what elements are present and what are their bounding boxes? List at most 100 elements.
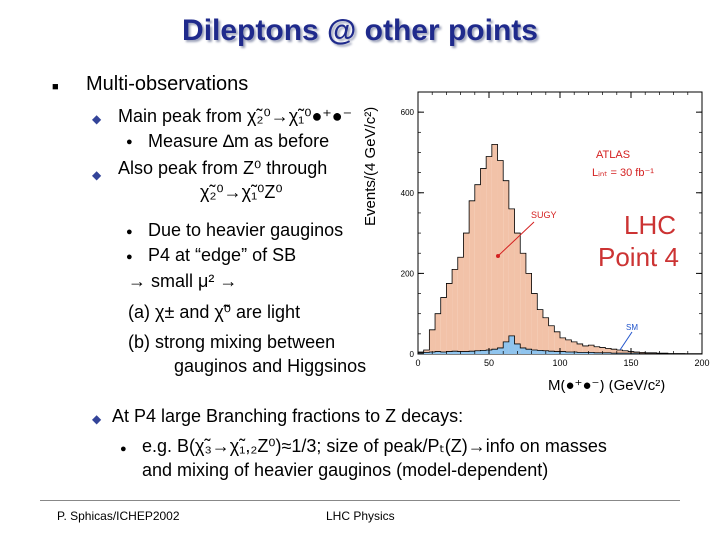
sm-bar	[423, 352, 430, 354]
sm-bar	[440, 351, 447, 354]
sugy-bar	[514, 233, 521, 354]
sm-bar	[480, 350, 487, 354]
sm-bar	[554, 351, 560, 354]
sm-bar	[463, 351, 470, 354]
bullet-main: Multi-observations	[86, 73, 249, 95]
dot-bullet-icon: ●	[126, 251, 133, 263]
sugy-bar	[446, 283, 453, 354]
sm-bar	[508, 335, 515, 354]
dot-bullet-icon: ●	[126, 226, 133, 238]
sugy-bar	[571, 341, 578, 354]
sm-bar	[565, 351, 572, 354]
sugy-bar	[452, 269, 458, 354]
sm-bar	[531, 349, 538, 354]
dot-bullet-icon: ●	[126, 136, 133, 148]
sugy-series	[418, 144, 685, 354]
sugy-bar	[435, 313, 441, 354]
sm-bar	[611, 353, 617, 354]
sugy-bar	[594, 346, 600, 354]
y-tick-label: 400	[401, 189, 415, 198]
footer-divider	[40, 500, 680, 501]
sugy-pointer-dot	[496, 254, 500, 258]
x-tick-label: 150	[623, 358, 638, 368]
sugy-bar	[525, 273, 532, 354]
sm-bar	[622, 353, 629, 354]
diamond-bullet-icon: ◆	[92, 168, 102, 182]
sugy-bar	[531, 293, 538, 354]
sm-bar	[497, 347, 504, 354]
chart-y-label: Events/(4 GeV/c²)	[362, 106, 379, 226]
sugy-bar	[582, 345, 589, 354]
sub2d-text: (a) χ± and χ̃⁰ are light	[128, 302, 301, 322]
sm-bar	[588, 352, 595, 354]
sugy-bar	[457, 257, 464, 354]
sm-bar	[548, 351, 555, 354]
sugy-bar	[429, 329, 436, 354]
sugy-bar	[611, 349, 617, 354]
sugy-pointer	[497, 221, 535, 257]
x-tick-label: 50	[484, 358, 494, 368]
footer-left: P. Sphicas/ICHEP2002	[57, 509, 180, 523]
dot-bullet-icon: ●	[120, 443, 127, 455]
sm-bar	[446, 351, 453, 354]
chart-ticks: 0 50 100 150 200 0 200 400 600	[401, 91, 710, 368]
sugy-bar	[577, 343, 583, 354]
sub2e-text: (b) strong mixing between	[128, 332, 336, 352]
sugy-bar	[537, 309, 543, 354]
sugy-bar	[491, 144, 498, 354]
sub2f-text: gauginos and Higgsinos	[174, 356, 367, 376]
sugy-bar	[588, 345, 595, 354]
sugy-bar	[497, 160, 504, 354]
histogram-outline	[417, 144, 702, 355]
sm-bar	[469, 351, 475, 354]
sub2-cont-text: χ̃₂⁰→χ̃₁⁰Z⁰	[200, 182, 283, 202]
sub2b-text: P4 at “edge” of SB	[148, 245, 297, 265]
sugy-bar	[639, 352, 646, 354]
sm-bar	[452, 351, 458, 354]
sugy-bar	[605, 348, 612, 354]
sm-bar	[633, 353, 640, 354]
sm-bar	[503, 341, 509, 354]
sub3a-cont-text: and mixing of heavier gauginos (model-de…	[142, 460, 549, 480]
sugy-bar	[440, 297, 447, 354]
sugy-bar	[503, 180, 509, 354]
sub2a-text: Due to heavier gauginos	[148, 220, 344, 240]
sugy-bar	[560, 337, 566, 354]
lumi-label: Lᵢₙₜ = 30 fb⁻¹	[592, 167, 654, 179]
x-tick-label: 200	[694, 358, 709, 368]
sm-bar	[582, 352, 589, 354]
sub1-text: Main peak from χ̃₂⁰→χ̃₁⁰●⁺●⁻	[118, 106, 353, 126]
sugy-bar	[599, 347, 606, 354]
sugy-bar	[423, 349, 430, 354]
sugy-bar	[480, 168, 487, 354]
sugy-bar	[469, 200, 475, 354]
point4-label: Point 4	[598, 242, 679, 272]
sub1a-text: Measure ∆m as before	[148, 131, 330, 151]
sugy-bar	[520, 253, 526, 354]
sm-bar	[577, 352, 583, 354]
sugy-bar	[474, 184, 481, 354]
sm-bar	[594, 352, 600, 354]
sugy-label: SUGY	[531, 210, 557, 220]
sugy-bar	[622, 350, 629, 354]
sugy-outline	[417, 144, 702, 355]
lhc-label: LHC	[624, 210, 676, 240]
sm-bar	[514, 343, 521, 354]
sm-bar	[525, 349, 532, 354]
sugy-bar	[616, 349, 623, 354]
footer-center: LHC Physics	[326, 509, 395, 523]
y-tick-label: 0	[410, 350, 415, 359]
sugy-bar	[548, 325, 555, 354]
sub2-text: Also peak from Z⁰ through	[118, 158, 328, 178]
square-bullet-icon: ■	[52, 81, 59, 93]
sugy-bar	[542, 317, 549, 354]
sugy-bar	[486, 156, 492, 354]
x-tick-label: 0	[415, 358, 420, 368]
sm-bar	[605, 352, 612, 354]
sm-outline	[417, 335, 702, 354]
diamond-bullet-icon: ◆	[92, 112, 102, 126]
sub3-text: At P4 large Branching fractions to Z dec…	[112, 406, 464, 426]
sugy-bar	[508, 208, 515, 354]
y-tick-label: 600	[401, 108, 415, 117]
x-tick-label: 100	[552, 358, 567, 368]
